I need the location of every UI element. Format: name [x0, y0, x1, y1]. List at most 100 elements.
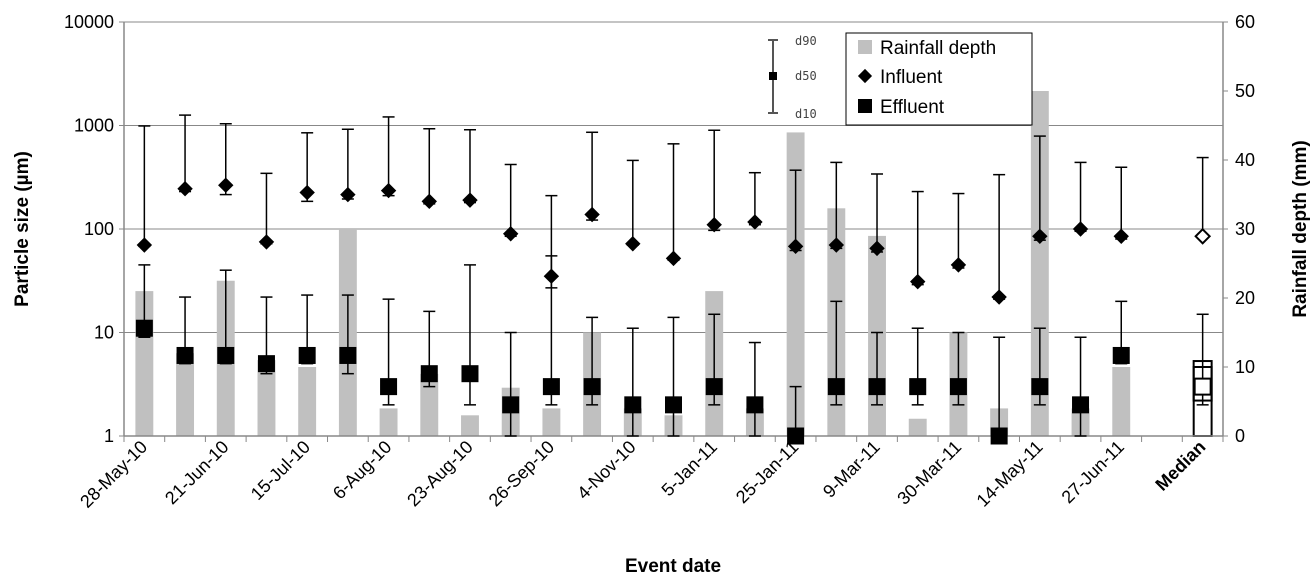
influent-marker: [787, 238, 804, 255]
effluent-marker: [542, 378, 560, 396]
x-tick-label: 4-Nov-10: [573, 437, 639, 503]
influent-marker: [258, 234, 275, 250]
effluent-marker: [1112, 346, 1130, 364]
effluent-marker: [298, 346, 316, 364]
effluent-marker: [502, 396, 520, 414]
effluent-marker: [665, 396, 682, 414]
x-tick-label: 30-Mar-11: [893, 437, 965, 509]
y-left-tick-100: 100: [84, 219, 114, 239]
effluent-marker: [135, 319, 153, 337]
rainfall-bar: [298, 367, 317, 436]
influent-marker: [584, 206, 600, 223]
influent-marker: [1072, 221, 1089, 237]
influent-marker: [340, 186, 356, 203]
effluent-marker: [787, 427, 805, 445]
influent-marker: [136, 237, 153, 253]
legend-label-effluent: Effluent: [880, 97, 945, 118]
effluent-median-iqr-box: [1192, 360, 1213, 402]
y-left-axis-title: Particle size (µm): [12, 151, 33, 307]
legend-frame: [845, 32, 1033, 126]
x-tick-label: 9-Mar-11: [819, 437, 884, 502]
influent-marker: [1113, 228, 1129, 245]
x-tick-label: 21-Jun-10: [161, 437, 232, 508]
effluent-marker: [461, 365, 479, 383]
legend-swatch-influent: [857, 68, 873, 84]
x-axis-title: Event date: [625, 556, 721, 577]
y-left-tick-1: 1: [104, 426, 114, 446]
d-percentile-key: d90 d50 d10: [768, 34, 817, 121]
influent-marker: [828, 237, 845, 253]
legend-swatch-rainfall: [858, 40, 872, 54]
effluent-marker: [909, 378, 927, 396]
x-tick-label: Median: [1151, 437, 1209, 495]
effluent-marker: [868, 378, 886, 396]
effluent-marker: [217, 346, 235, 364]
y-left-tick-1000: 1000: [74, 116, 114, 136]
influent-marker: [177, 181, 193, 197]
effluent-marker: [380, 378, 398, 396]
effluent-marker: [583, 378, 601, 396]
x-tick-label: 23-Aug-10: [403, 437, 477, 511]
effluent-marker: [420, 365, 438, 383]
rainfall-bar: [542, 408, 561, 436]
effluent-marker: [990, 427, 1008, 445]
x-tick-label: 26-Sep-10: [485, 437, 559, 511]
x-tick-label: 28-May-10: [76, 437, 151, 512]
y-left-tick-10000: 10000: [64, 12, 114, 32]
markers: [135, 177, 1213, 445]
legend-label-influent: Influent: [880, 67, 943, 88]
influent-marker: [706, 217, 722, 233]
influent-marker: [665, 250, 682, 267]
key-marker: [769, 72, 777, 80]
legend: Rainfall depth Influent Effluent: [845, 32, 1033, 126]
influent-marker: [869, 240, 885, 257]
rainfall-bar: [908, 418, 927, 436]
effluent-marker: [624, 396, 642, 414]
x-tick-label: 15-Jul-10: [247, 437, 314, 504]
y-right-tick-0: 0: [1235, 426, 1245, 446]
effluent-marker: [746, 396, 764, 414]
influent-marker: [502, 226, 519, 242]
influent-median-marker: [1194, 227, 1212, 245]
influent-marker: [991, 289, 1007, 305]
x-tick-label: 5-Jan-11: [658, 437, 721, 500]
influent-marker: [299, 184, 315, 201]
y-right-tick-50: 50: [1235, 81, 1255, 101]
influent-marker: [462, 192, 478, 208]
x-tick-label: 14-May-11: [973, 437, 1047, 511]
x-tick-label: 27-Jun-11: [1058, 437, 1129, 508]
influent-marker: [625, 236, 641, 252]
x-tick-label: 25-Jan-11: [732, 437, 803, 508]
rainfall-bar: [461, 415, 479, 436]
rainfall-bar: [1030, 91, 1049, 436]
y-right-tick-10: 10: [1235, 357, 1255, 377]
influent-marker: [1032, 228, 1048, 245]
y-left-tick-10: 10: [94, 323, 114, 343]
effluent-marker: [1031, 378, 1049, 396]
effluent-marker: [949, 378, 967, 396]
influent-marker: [421, 193, 437, 210]
influent-marker: [747, 214, 763, 230]
rainfall-bar: [1112, 367, 1131, 436]
effluent-marker: [827, 378, 845, 396]
x-tick-label: 6-Aug-10: [329, 437, 396, 504]
influent-marker: [910, 273, 926, 290]
effluent-marker: [339, 346, 357, 364]
key-d90-label: d90: [795, 34, 817, 48]
legend-label-rainfall: Rainfall depth: [880, 38, 996, 59]
rainfall-bar: [379, 408, 398, 436]
key-d10-label: d10: [795, 107, 817, 121]
effluent-median-marker: [1193, 377, 1212, 396]
rainfall-bar: [257, 360, 276, 436]
legend-swatch-effluent: [858, 99, 872, 113]
y-right-tick-60: 60: [1235, 12, 1255, 32]
influent-marker: [380, 182, 397, 199]
effluent-marker: [705, 378, 723, 396]
influent-marker: [218, 177, 234, 193]
y-right-tick-30: 30: [1235, 219, 1255, 239]
rainfall-bar: [176, 353, 195, 436]
y-right-tick-20: 20: [1235, 288, 1255, 308]
y-right-axis-title: Rainfall depth (mm): [1290, 140, 1311, 317]
effluent-marker: [1072, 396, 1090, 414]
